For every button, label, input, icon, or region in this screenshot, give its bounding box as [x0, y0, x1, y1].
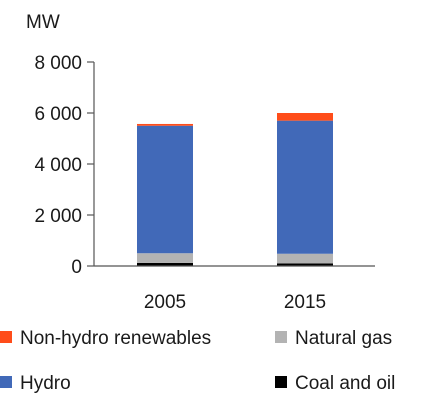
- legend-label-hydro: Hydro: [20, 373, 71, 394]
- legend-swatch-coal-and-oil: [275, 376, 287, 388]
- bar-segment-natural-gas-2005: [137, 253, 193, 263]
- x-tick-label: 2005: [144, 292, 186, 313]
- bars: [137, 113, 333, 266]
- bar-segment-hydro-2015: [277, 120, 333, 254]
- y-tick-label: 2 000: [34, 206, 82, 227]
- y-tick-label: 4 000: [34, 155, 82, 176]
- y-axis-unit-label: MW: [26, 12, 60, 33]
- bar-segment-non-hydro-renewables-2015: [277, 113, 333, 121]
- bar-segment-hydro-2005: [137, 125, 193, 254]
- legend-swatch-natural-gas: [275, 331, 287, 343]
- x-axis: 2005 2015: [94, 265, 375, 313]
- legend-swatch-non-hydro-renewables: [0, 331, 12, 343]
- y-axis: 0 2 000 4 000 6 000 8 000: [34, 53, 95, 278]
- bar-segment-coal-and-oil-2005: [137, 262, 193, 266]
- legend: Non-hydro renewables Natural gas Hydro Coal…: [0, 328, 395, 394]
- bar-segment-natural-gas-2015: [277, 253, 333, 264]
- legend-label-coal-and-oil: Coal and oil: [295, 373, 395, 394]
- y-tick-label: 6 000: [34, 104, 82, 125]
- bar-segment-non-hydro-renewables-2005: [137, 123, 193, 126]
- legend-swatch-hydro: [0, 376, 12, 388]
- legend-label-non-hydro-renewables: Non-hydro renewables: [20, 328, 211, 349]
- legend-label-natural-gas: Natural gas: [295, 328, 392, 349]
- x-tick-label: 2015: [284, 292, 326, 313]
- y-tick-label: 8 000: [34, 53, 82, 74]
- bar-segment-coal-and-oil-2015: [277, 263, 333, 266]
- y-tick-label: 0: [71, 257, 82, 278]
